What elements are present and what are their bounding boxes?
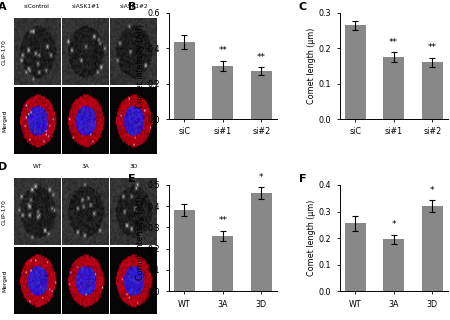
Text: **: ** [218,216,227,225]
Text: CLIP-170: CLIP-170 [2,199,7,225]
Text: siASK1#2: siASK1#2 [120,4,148,9]
Bar [251,71,272,119]
Bar [383,239,404,291]
Y-axis label: Comet length (μm): Comet length (μm) [307,200,316,276]
Text: **: ** [389,38,398,47]
Text: Merged: Merged [2,269,7,292]
Y-axis label: Comet intensity (AU): Comet intensity (AU) [136,24,145,108]
Bar [422,206,443,291]
Text: F: F [298,174,306,184]
Text: *: * [392,220,396,229]
Bar [345,223,366,291]
Bar [212,236,234,291]
Text: siASK1#1: siASK1#1 [71,4,100,9]
Text: **: ** [218,46,227,55]
Y-axis label: Comet intensity (AU): Comet intensity (AU) [136,196,145,280]
Text: Merged: Merged [2,109,7,132]
Text: **: ** [428,43,437,52]
Text: B: B [128,2,136,12]
Bar [422,62,443,119]
Text: 3A: 3A [81,164,90,169]
Bar [251,194,272,291]
Text: *: * [430,186,435,195]
Text: **: ** [257,52,266,61]
Bar [174,42,195,119]
Text: E: E [128,174,135,184]
Text: C: C [298,2,306,12]
Bar [345,25,366,119]
Text: A: A [0,2,7,12]
Bar [383,57,404,119]
Text: siControl: siControl [24,4,50,9]
Text: D: D [0,162,8,172]
Text: 3D: 3D [130,164,138,169]
Text: WT: WT [32,164,42,169]
Text: CLIP-170: CLIP-170 [2,39,7,65]
Y-axis label: Comet length (μm): Comet length (μm) [307,28,316,104]
Text: *: * [259,173,264,182]
Bar [212,66,234,119]
Bar [174,211,195,291]
